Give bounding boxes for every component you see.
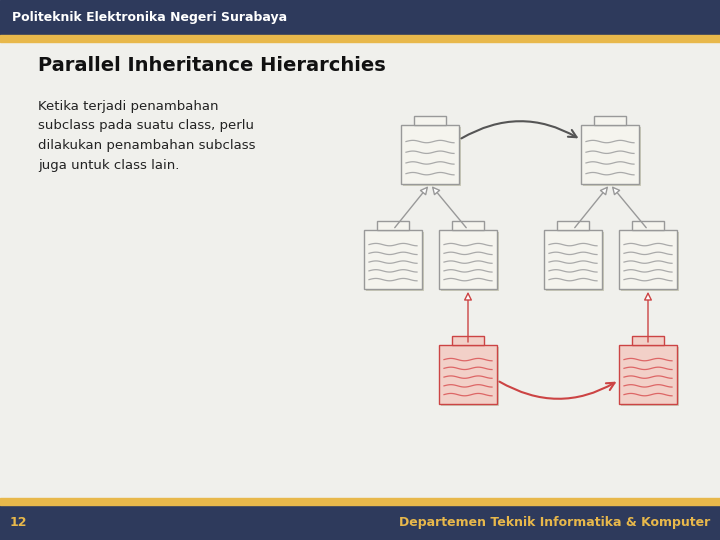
Text: Politeknik Elektronika Negeri Surabaya: Politeknik Elektronika Negeri Surabaya <box>12 11 287 24</box>
Bar <box>594 116 626 125</box>
Bar <box>621 347 679 406</box>
Bar <box>366 232 424 291</box>
Bar <box>632 221 664 230</box>
Bar <box>619 230 677 289</box>
Bar <box>452 221 484 230</box>
Bar <box>546 232 604 291</box>
Bar <box>403 127 461 186</box>
Bar <box>621 232 679 291</box>
Bar <box>0 498 720 505</box>
Bar <box>581 125 639 184</box>
Bar <box>583 127 641 186</box>
Bar <box>557 221 589 230</box>
Bar <box>414 116 446 125</box>
Bar <box>0 0 720 35</box>
Text: Ketika terjadi penambahan
subclass pada suatu class, perlu
dilakukan penambahan : Ketika terjadi penambahan subclass pada … <box>38 100 256 172</box>
Bar <box>441 232 499 291</box>
Bar <box>452 336 484 345</box>
Text: 12: 12 <box>10 516 27 529</box>
Text: Parallel Inheritance Hierarchies: Parallel Inheritance Hierarchies <box>38 56 386 75</box>
Bar <box>441 347 499 406</box>
Bar <box>377 221 409 230</box>
Bar <box>0 35 720 42</box>
Bar <box>364 230 422 289</box>
Text: Departemen Teknik Informatika & Komputer: Departemen Teknik Informatika & Komputer <box>399 516 710 529</box>
Bar <box>401 125 459 184</box>
Bar <box>439 230 497 289</box>
Bar <box>632 336 664 345</box>
Bar <box>619 345 677 404</box>
Bar <box>439 345 497 404</box>
Bar <box>544 230 602 289</box>
Bar <box>0 505 720 540</box>
